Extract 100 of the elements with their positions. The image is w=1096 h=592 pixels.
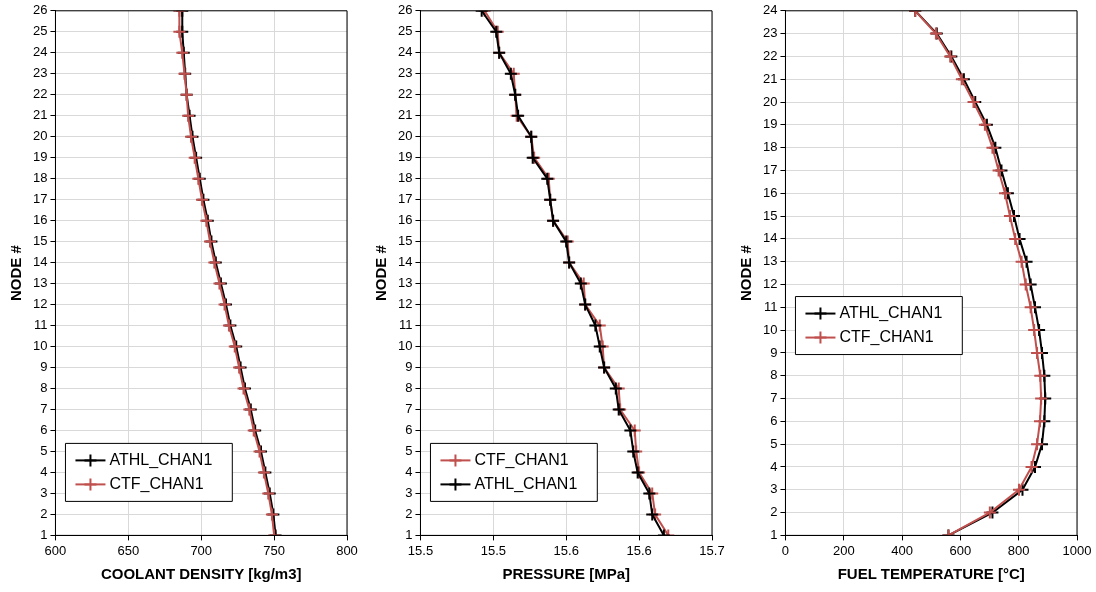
y-tick-label: 5 [770, 435, 778, 451]
y-tick-label: 23 [32, 65, 48, 81]
y-tick-label: 6 [40, 422, 48, 438]
x-tick-label: 750 [263, 542, 285, 558]
x-tick-label: 800 [336, 542, 358, 558]
y-tick-label: 11 [33, 317, 48, 333]
y-tick-label: 17 [32, 191, 48, 207]
y-axis-title: NODE # [372, 244, 390, 302]
y-tick-label: 23 [762, 25, 778, 41]
y-tick-label: 25 [397, 23, 413, 39]
y-tick-label: 7 [770, 390, 778, 406]
y-tick-label: 2 [770, 504, 778, 520]
legend-label: ATHL_CHAN1 [474, 474, 578, 493]
y-tick-label: 18 [32, 170, 48, 186]
y-tick-label: 13 [397, 275, 413, 291]
y-axis-title: NODE # [7, 244, 25, 302]
y-tick-label: 12 [397, 296, 413, 312]
y-tick-label: 18 [397, 170, 413, 186]
y-tick-label: 9 [40, 359, 48, 375]
y-tick-label: 6 [770, 412, 778, 428]
y-tick-label: 24 [32, 44, 48, 60]
x-tick-label: 800 [1007, 542, 1030, 558]
y-tick-label: 18 [762, 139, 778, 155]
y-tick-label: 21 [397, 107, 413, 123]
x-tick-label: 600 [949, 542, 972, 558]
legend-label: ATHL_CHAN1 [839, 303, 943, 322]
y-tick-label: 21 [762, 70, 778, 86]
y-tick-label: 19 [762, 116, 778, 132]
y-tick-label: 24 [762, 2, 778, 18]
y-tick-label: 25 [32, 23, 48, 39]
legend-label: CTF_CHAN1 [839, 327, 934, 346]
x-tick-label: 15.6 [553, 542, 579, 558]
y-tick-label: 2 [40, 505, 48, 521]
x-tick-label: 1000 [1062, 542, 1092, 558]
x-axis-title: COOLANT DENSITY [kg/m3] [100, 565, 302, 583]
y-tick-label: 16 [32, 212, 48, 228]
y-tick-label: 8 [405, 380, 413, 396]
y-tick-label: 20 [762, 93, 778, 109]
y-tick-label: 22 [762, 48, 778, 63]
y-tick-label: 1 [40, 526, 48, 542]
y-tick-label: 11 [398, 317, 413, 333]
y-tick-label: 16 [397, 212, 413, 228]
y-tick-label: 10 [762, 321, 778, 337]
y-tick-label: 15 [397, 233, 413, 249]
y-tick-label: 16 [762, 184, 778, 200]
y-tick-label: 12 [762, 276, 778, 292]
y-tick-label: 3 [405, 485, 413, 501]
y-axis-title: NODE # [737, 244, 755, 302]
y-tick-label: 12 [32, 296, 48, 312]
y-tick-label: 7 [40, 401, 48, 417]
y-tick-label: 19 [32, 149, 48, 165]
y-tick-label: 4 [40, 464, 48, 480]
y-tick-label: 23 [397, 65, 413, 81]
y-tick-label: 15 [32, 233, 48, 249]
x-tick-label: 700 [190, 542, 213, 558]
y-tick-label: 3 [770, 481, 778, 497]
y-tick-label: 8 [770, 367, 778, 383]
legend-label: CTF_CHAN1 [474, 450, 569, 469]
x-tick-label: 0 [781, 542, 790, 558]
y-tick-label: 9 [405, 359, 413, 375]
y-tick-label: 26 [32, 2, 48, 18]
y-tick-label: 13 [32, 275, 48, 291]
y-tick-label: 3 [40, 485, 48, 501]
y-tick-label: 6 [405, 422, 413, 438]
y-tick-label: 21 [32, 107, 48, 123]
y-tick-label: 2 [405, 505, 413, 521]
y-tick-label: 15 [762, 207, 778, 223]
legend-label: CTF_CHAN1 [109, 474, 204, 493]
y-tick-label: 4 [770, 458, 778, 474]
x-tick-label: 15.5 [480, 542, 506, 558]
x-axis-title: FUEL TEMPERATURE [°C] [837, 565, 1025, 583]
x-tick-label: 600 [44, 542, 67, 558]
x-axis-title: PRESSURE [MPa] [502, 565, 630, 583]
y-tick-label: 7 [405, 401, 413, 417]
y-tick-label: 11 [763, 298, 778, 314]
y-tick-label: 5 [405, 443, 413, 459]
y-tick-label: 17 [762, 162, 778, 178]
y-tick-label: 5 [40, 443, 48, 459]
x-tick-label: 400 [891, 542, 913, 558]
legend-label: ATHL_CHAN1 [109, 450, 213, 469]
y-tick-label: 4 [405, 464, 413, 480]
y-tick-label: 14 [397, 254, 413, 270]
y-tick-label: 8 [40, 380, 48, 396]
y-tick-label: 24 [397, 44, 413, 60]
x-tick-label: 15.5 [407, 542, 434, 558]
y-tick-label: 20 [32, 128, 48, 144]
y-tick-label: 9 [770, 344, 778, 360]
y-tick-label: 17 [397, 191, 413, 207]
y-tick-label: 10 [32, 338, 48, 354]
y-tick-label: 26 [397, 2, 413, 18]
y-tick-label: 14 [32, 254, 48, 270]
y-tick-label: 22 [397, 86, 413, 102]
y-tick-label: 1 [770, 526, 778, 542]
x-tick-label: 200 [832, 542, 855, 558]
x-tick-label: 15.7 [699, 542, 725, 558]
x-tick-label: 650 [117, 542, 140, 558]
y-tick-label: 10 [397, 338, 413, 354]
x-tick-label: 15.6 [626, 542, 652, 558]
y-tick-label: 1 [405, 526, 413, 542]
y-tick-label: 13 [762, 253, 778, 269]
